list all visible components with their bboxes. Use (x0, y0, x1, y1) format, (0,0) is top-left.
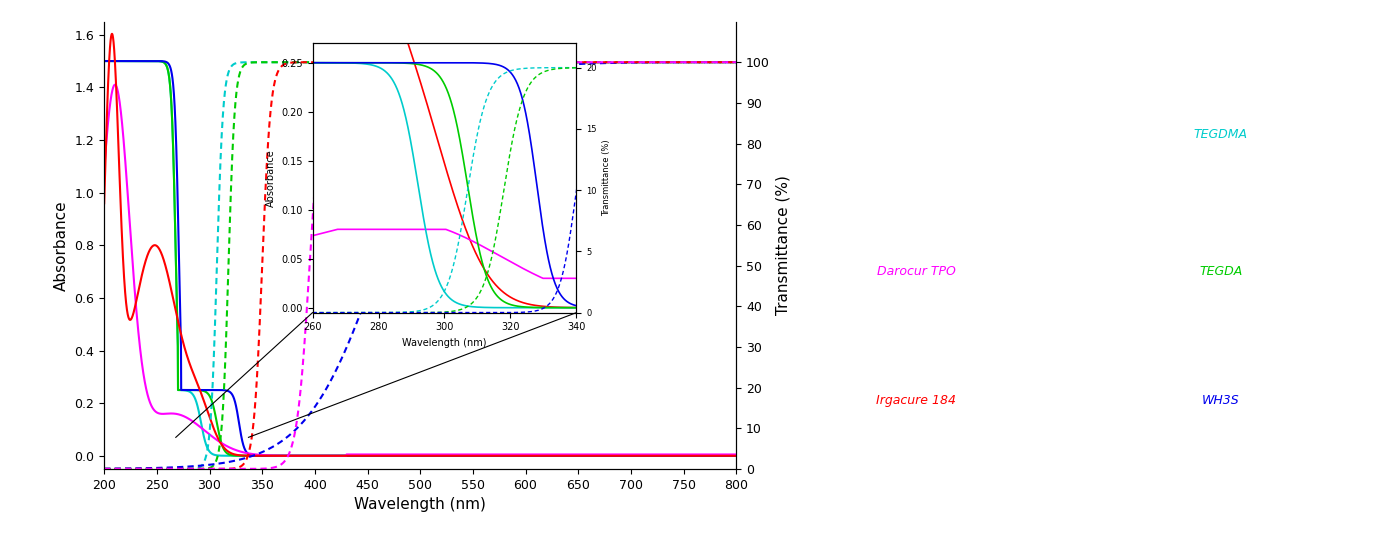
Y-axis label: Transmittance (%): Transmittance (%) (775, 175, 790, 315)
Text: TEGDMA: TEGDMA (1193, 128, 1247, 141)
Text: Darocur TPO: Darocur TPO (876, 265, 956, 278)
Y-axis label: Transmittance (%): Transmittance (%) (603, 140, 611, 216)
Text: WH3S: WH3S (1201, 394, 1239, 407)
X-axis label: Wavelength (nm): Wavelength (nm) (403, 338, 486, 348)
X-axis label: Wavelength (nm): Wavelength (nm) (354, 497, 486, 512)
Y-axis label: Absorbance: Absorbance (54, 200, 69, 291)
Text: Irgacure 184: Irgacure 184 (876, 394, 956, 407)
Y-axis label: Absorbance: Absorbance (265, 149, 275, 207)
Text: TEGDA: TEGDA (1199, 265, 1242, 278)
